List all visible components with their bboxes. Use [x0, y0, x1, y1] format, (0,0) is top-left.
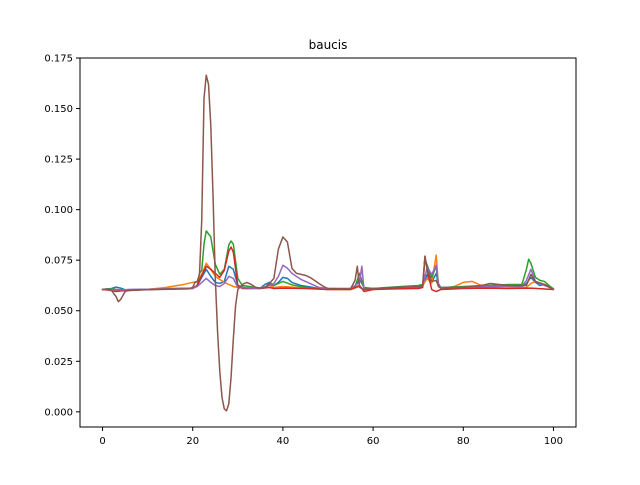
x-tick-label: 20: [186, 436, 199, 447]
y-tick-label: 0.025: [44, 357, 73, 368]
y-tick-label: 0.075: [44, 256, 73, 267]
y-tick-label: 0.100: [44, 205, 73, 216]
series-layer: [101, 74, 555, 412]
chart-title: baucis: [309, 38, 348, 52]
series-line-6: [101, 74, 555, 412]
y-tick-label: 0.125: [44, 155, 73, 166]
y-tick-label: 0.050: [44, 306, 73, 317]
y-tick-label: 0.150: [44, 104, 73, 115]
x-tick-label: 100: [544, 436, 563, 447]
x-tick-label: 0: [99, 436, 105, 447]
x-tick-label: 40: [277, 436, 290, 447]
axes-layer: 0 20 40 60 80 100 0.000 0.025 0.050 0.075 0.100 0.1…: [44, 54, 563, 448]
plot-frame: [79, 57, 577, 428]
x-tick-label: 80: [457, 436, 470, 447]
y-tick-label: 0.175: [44, 54, 73, 65]
y-tick-label: 0.000: [44, 407, 73, 418]
x-tick-label: 60: [367, 436, 380, 447]
